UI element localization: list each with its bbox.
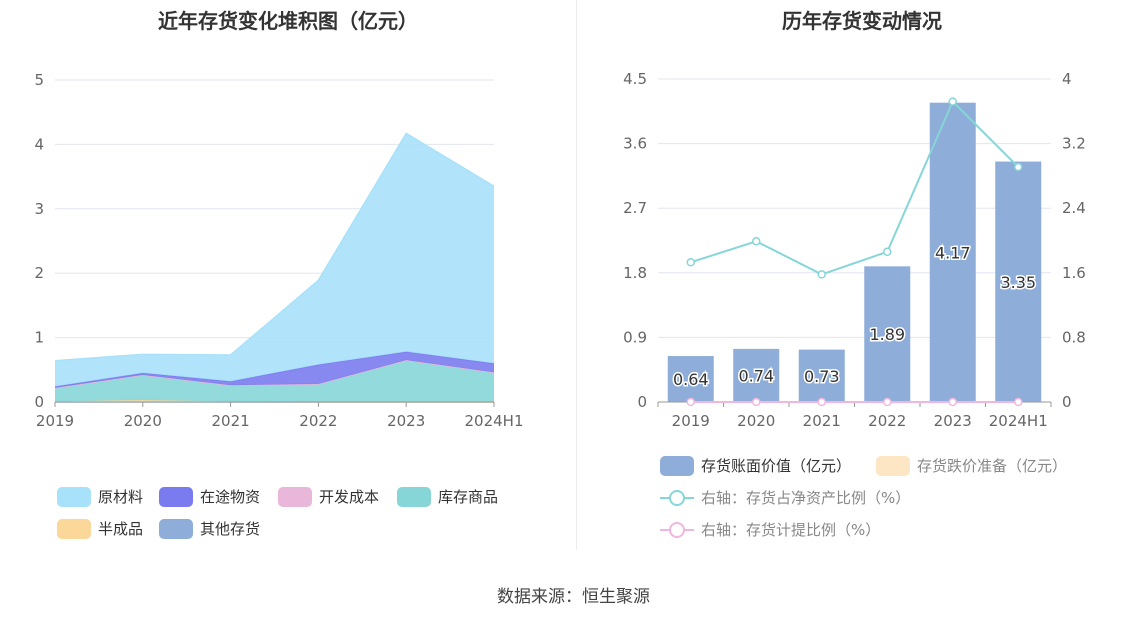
legend-swatch-goods-in-transit: [159, 486, 193, 507]
bar: [995, 161, 1042, 402]
panel-divider: [576, 0, 577, 550]
legend-item-other-inventory[interactable]: 其他存货: [159, 518, 260, 539]
bar: [798, 349, 845, 402]
y-left-tick-label: 0.9: [623, 328, 647, 346]
x-tick-label: 2021: [212, 412, 250, 430]
y-tick-label: 2: [34, 264, 44, 282]
data-source-note: 数据来源：恒生聚源: [497, 587, 650, 607]
x-tick-label: 2023: [387, 412, 425, 430]
line-point: [948, 397, 957, 407]
bar-value-label: 4.17: [935, 243, 971, 262]
line-point: [817, 397, 826, 407]
line-point: [883, 247, 892, 257]
legend-swatch-development-cost: [278, 486, 312, 507]
area-series: [55, 360, 494, 402]
y-tick-label: 5: [34, 71, 44, 89]
right-chart-title: 历年存货变动情况: [782, 9, 942, 33]
x-tick-label: 2020: [124, 412, 162, 430]
legend-item-net-asset-ratio[interactable]: 右轴：存货占净资产比例（%）: [660, 487, 910, 508]
line-point: [883, 397, 892, 407]
y-right-tick-label: 4: [1062, 70, 1072, 88]
bar-value-label: 3.35: [1000, 273, 1036, 292]
y-left-tick-label: 4.5: [623, 70, 647, 88]
bar: [667, 356, 714, 402]
bar-value-label: 0.73: [804, 367, 840, 386]
legend-item-finished-goods[interactable]: 库存商品: [397, 486, 498, 507]
y-left-tick-label: 2.7: [623, 199, 647, 217]
line-series: [690, 99, 1019, 276]
legend-swatch-semi-finished: [57, 518, 91, 539]
area-series: [55, 351, 494, 388]
legend-label-goods-in-transit: 在途物资: [200, 488, 261, 506]
line-point: [817, 270, 826, 279]
legend-item-goods-in-transit[interactable]: 在途物资: [159, 486, 260, 507]
y-right-tick-label: 0.8: [1062, 328, 1086, 346]
bar: [733, 348, 780, 402]
x-tick-label: 2022: [868, 412, 906, 430]
line-point: [752, 237, 761, 246]
legend-swatch-finished-goods: [397, 486, 431, 507]
y-right-tick-label: 2.4: [1062, 199, 1086, 217]
x-tick-label: 2024H1: [989, 412, 1048, 430]
inventory-change-chart-panel: 历年存货变动情况 0 0.9 1.8 2.7 3.6 4.5 0 0.8 1.6 2.4 3.2 4 0…: [577, 0, 1147, 560]
y-tick-label: 0: [34, 393, 44, 411]
legend-swatch-book-value: [660, 455, 694, 476]
legend-label-book-value: 存货账面价值（亿元）: [701, 457, 852, 475]
legend-item-book-value[interactable]: 存货账面价值（亿元）: [660, 455, 851, 476]
legend-label-provision-ratio: 右轴：存货计提比例（%）: [701, 521, 881, 539]
y-right-tick-label: 0: [1062, 393, 1072, 411]
legend-label-other-inventory: 其他存货: [200, 520, 261, 538]
legend-item-development-cost[interactable]: 开发成本: [278, 486, 379, 507]
legend-label-development-cost: 开发成本: [319, 488, 380, 506]
x-tick-label: 2023: [934, 412, 972, 430]
legend-label-impairment: 存货跌价准备（亿元）: [917, 457, 1068, 475]
bar: [929, 102, 976, 402]
line-point: [752, 397, 761, 407]
stacked-area-chart-panel: 近年存货变化堆积图（亿元） 0 1 2 3 4 5 2019 2020 2021 2022 2023…: [0, 0, 576, 560]
left-chart-title: 近年存货变化堆积图（亿元）: [158, 9, 418, 33]
area-series-edge: [54, 132, 495, 362]
legend-swatch-other-inventory: [159, 518, 193, 539]
legend-label-raw-materials: 原材料: [98, 488, 144, 506]
x-tick-label: 2021: [803, 412, 841, 430]
y-tick-label: 1: [34, 329, 44, 347]
legend-swatch-raw-materials: [57, 486, 91, 507]
stacked-area-chart: 0 1 2 3 4 5 2019 2020 2021 2022 2023 2024H1: [34, 71, 524, 430]
y-tick-label: 4: [34, 135, 44, 153]
legend-item-impairment[interactable]: 存货跌价准备（亿元）: [876, 455, 1067, 476]
line-point: [686, 397, 695, 407]
y-right-tick-label: 1.6: [1062, 264, 1086, 282]
legend-label-semi-finished: 半成品: [98, 520, 144, 538]
area-series: [55, 133, 494, 387]
line-point: [1014, 162, 1023, 172]
bar-value-label: 1.89: [869, 325, 905, 344]
y-left-tick-label: 1.8: [623, 264, 647, 282]
legend-item-semi-finished[interactable]: 半成品: [57, 518, 143, 539]
x-tick-label: 2024H1: [465, 412, 524, 430]
bar-value-label: 0.64: [673, 370, 709, 389]
bar: [864, 266, 911, 402]
line-point: [686, 258, 695, 267]
line-point: [948, 97, 957, 106]
y-left-tick-label: 3.6: [623, 135, 647, 153]
legend-label-net-asset-ratio: 右轴：存货占净资产比例（%）: [701, 489, 911, 507]
x-tick-label: 2020: [737, 412, 775, 430]
bar-value-label: 0.74: [738, 366, 774, 385]
legend-item-provision-ratio[interactable]: 右轴：存货计提比例（%）: [660, 519, 880, 540]
legend-item-raw-materials[interactable]: 原材料: [57, 486, 143, 507]
y-left-tick-label: 0: [637, 393, 647, 411]
x-tick-label: 2019: [672, 412, 710, 430]
legend-line-swatch-provision-ratio: [660, 520, 694, 540]
legend-swatch-impairment: [876, 455, 910, 476]
x-tick-label: 2022: [299, 412, 337, 430]
y-right-tick-label: 3.2: [1062, 135, 1086, 153]
y-tick-label: 3: [34, 200, 44, 218]
legend-label-finished-goods: 库存商品: [438, 488, 499, 506]
line-point: [1014, 397, 1023, 407]
bar-line-combo-chart: 0 0.9 1.8 2.7 3.6 4.5 0 0.8 1.6 2.4 3.2 4 0.64 0.74 0.…: [623, 70, 1086, 430]
x-tick-label: 2019: [36, 412, 74, 430]
legend-line-swatch-net-asset-ratio: [660, 488, 694, 508]
